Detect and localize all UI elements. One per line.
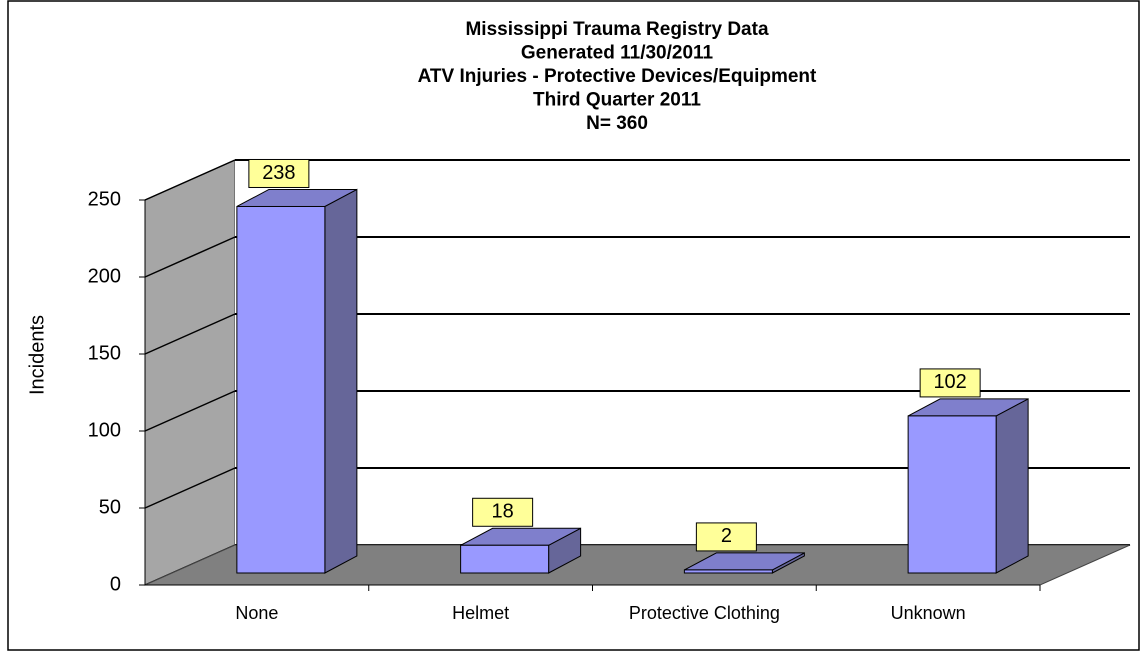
chart-title: N= 360 <box>586 113 648 134</box>
grid-line <box>144 236 236 278</box>
y-tick-label: 200 <box>88 265 121 287</box>
y-tick-label: 50 <box>99 496 121 518</box>
bar-side <box>324 188 358 574</box>
x-tick-label: None <box>235 603 278 623</box>
bar-side <box>995 398 1029 574</box>
grid-line <box>144 313 236 355</box>
value-label: 238 <box>262 162 295 184</box>
x-tick-label: Helmet <box>452 603 509 623</box>
side-wall <box>144 159 236 586</box>
grid-line <box>144 467 236 509</box>
y-tick-label: 150 <box>88 342 121 364</box>
x-tick-label: Protective Clothing <box>629 603 780 623</box>
bar <box>683 569 773 574</box>
value-label: 102 <box>933 371 966 393</box>
y-tick-label: 100 <box>88 419 121 441</box>
y-tick-label: 250 <box>88 188 121 210</box>
x-tick-label: Unknown <box>891 603 966 623</box>
y-axis-label: Incidents <box>26 315 48 395</box>
value-label-box <box>472 497 534 527</box>
bar <box>236 205 326 574</box>
chart-title: Generated 11/30/2011 <box>521 43 714 64</box>
value-label: 2 <box>721 525 732 547</box>
value-label-box <box>695 522 757 552</box>
chart-title: Third Quarter 2011 <box>533 90 701 111</box>
value-label-box <box>248 158 310 188</box>
y-tick-label: 0 <box>110 573 121 595</box>
back-wall <box>235 160 1130 545</box>
bar <box>460 544 550 574</box>
chart-title: Mississippi Trauma Registry Data <box>465 19 768 40</box>
value-label-box <box>919 368 981 398</box>
bar <box>907 415 997 574</box>
title-block: Mississippi Trauma Registry Data Generate… <box>418 19 817 134</box>
grid-line <box>144 159 236 201</box>
chart-title: ATV Injuries - Protective Devices/Equipm… <box>418 66 817 87</box>
value-label: 18 <box>492 501 514 523</box>
grid-line <box>144 390 236 432</box>
